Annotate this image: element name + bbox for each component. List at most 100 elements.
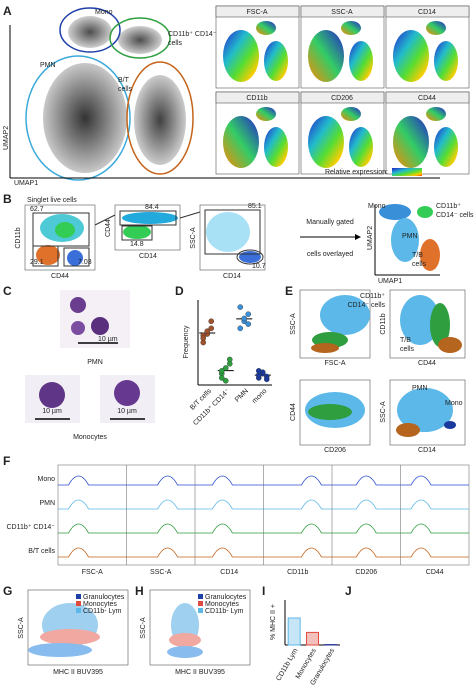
row-label: PMN [39,500,55,507]
hist-line [195,523,264,534]
hist-line [58,475,127,486]
umap-colored [223,30,259,82]
label: cells [412,261,427,268]
panel-label: E [285,284,293,298]
hist-line [400,499,469,510]
legend-label: Monocytes [205,601,239,608]
label: CD44 [290,403,297,421]
label: PMN [40,62,56,69]
label: CD14 [223,273,241,280]
row-label: CD11b⁺ CD14⁻ [6,524,55,531]
hist-line [400,475,469,486]
marker-header [215,91,300,104]
label: MHC II BUV395 [175,669,225,676]
label: PMN [412,385,428,392]
gh-panels [27,589,251,666]
label: Singlet live cells [27,197,77,204]
gate-value: 10.7 [252,263,266,270]
label: Manually gated [306,219,354,226]
dot [263,376,270,383]
e-panels [299,289,466,446]
hist-line [58,499,127,510]
gate-value: 14.8 [130,241,144,248]
label: cells overlayed [307,251,353,258]
marker-label: CD206 [355,569,377,576]
label: cells [168,40,183,47]
bar [306,631,319,646]
legend-swatch [76,608,81,613]
umap-colored [426,107,446,121]
gate-value: 62.7 [30,206,44,213]
panel-label: J [345,584,352,598]
hist-line [263,547,332,558]
gate-value: 7.03 [78,259,92,266]
hist-line [332,475,401,486]
label: 10 µm [42,408,62,415]
dot [218,368,225,374]
hist-line [126,523,195,534]
label: CD14⁻ cells [347,302,385,309]
marker-label: FSC-A [82,569,103,576]
legend-swatch [76,594,81,599]
dot [204,328,211,334]
umap-colored [264,127,288,167]
umap-colored [434,127,458,167]
label: PMN [87,359,103,366]
marker-title: CD44 [418,95,436,102]
marker-title: FSC-A [247,9,268,16]
marker-label: CD14 [220,569,238,576]
label: CD206 [324,447,346,454]
label: CD11b⁺ [436,203,461,210]
umap-colored [349,127,373,167]
label: Frequency [183,325,190,359]
hist-line [195,547,264,558]
label: UMAP1 [14,180,38,187]
label: 10 µm [98,336,118,343]
panel-label: G [3,584,12,598]
label: CD44 [418,360,436,367]
dot [237,325,244,332]
umap-colored [256,107,276,121]
label: cells [118,86,133,93]
dot [237,304,244,310]
label: CD11b [15,227,22,248]
marker-header [300,5,385,18]
hist-line [126,547,195,558]
label: FSC-A [325,360,346,367]
umap-colored [434,41,458,81]
panel-label: C [3,284,12,298]
label: CD11b⁺ CD14⁻ [168,31,217,38]
plot-panels [24,204,440,276]
hist-line [195,499,264,510]
label: CD14⁻ cells [436,212,474,219]
row-label: B/T cells [28,548,55,555]
legend-label: Granulocytes [205,594,247,601]
umap-colored [223,116,259,168]
label: UMAP1 [378,278,402,285]
umap-colored [349,41,373,81]
label: SSC-A [18,617,25,639]
label: Monocytes [73,434,107,441]
dot [222,365,229,371]
panel-label: I [262,584,265,598]
umap-colored [426,21,446,35]
hist-line [332,499,401,510]
marker-title: CD206 [331,95,353,102]
panel-label: A [3,4,12,18]
label: UMAP2 [3,126,10,150]
label: SSC-A [290,313,297,335]
panel-label: D [175,284,184,298]
label: 10 µm [117,408,137,415]
dot [218,375,225,381]
hist-line [58,523,127,534]
label: SSC-A [380,401,387,423]
micrographs [25,290,155,423]
umap-colored [341,107,361,121]
dot [208,325,215,332]
label: T/B [412,252,423,259]
legend-swatch [198,594,203,599]
umap-colored [256,21,276,35]
gate-value: 85.1 [248,203,262,210]
hist-line [58,547,127,558]
